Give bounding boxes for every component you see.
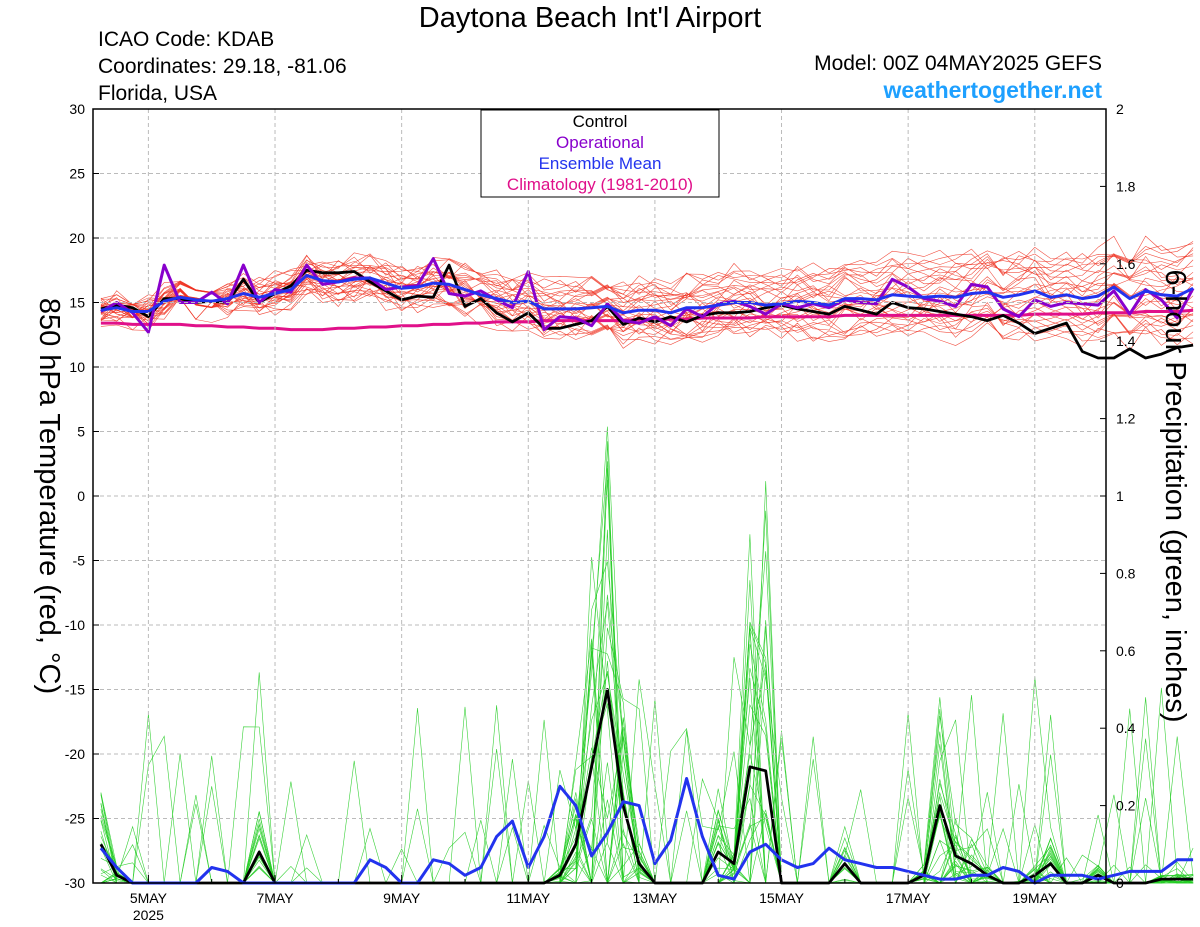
y-tick-label: 30 <box>69 101 85 117</box>
y2-tick-label: 1.2 <box>1116 411 1136 427</box>
y2-tick-label: 0.8 <box>1116 565 1136 581</box>
y-tick-label: -10 <box>65 617 85 633</box>
y-tick-label: 20 <box>69 230 85 246</box>
y-tick-label: -25 <box>65 811 85 827</box>
x-tick-sublabel: 2025 <box>133 907 164 923</box>
temp-member-line <box>100 235 1194 310</box>
temp-member-line <box>100 248 1194 306</box>
y-tick-label: -15 <box>65 682 85 698</box>
temp-ensemble-mean-line <box>100 273 1194 315</box>
precip-member-line <box>100 468 1194 884</box>
temp-member-line <box>100 264 1194 317</box>
plot-frame <box>92 108 1107 884</box>
temp-member-line <box>100 262 1194 319</box>
site-link[interactable]: weathertogether.net <box>883 77 1102 103</box>
chart-title: Daytona Beach Int'l Airport <box>418 2 762 34</box>
precip-member-line <box>100 441 1194 884</box>
region: Florida, USA <box>98 82 218 105</box>
precip-member-line <box>100 699 1194 884</box>
coordinates: Coordinates: 29.18, -81.06 <box>98 55 347 78</box>
y2-tick-label: 2 <box>1116 101 1124 117</box>
ensemble-members <box>100 235 1194 885</box>
x-tick-label: 13MAY <box>632 890 678 906</box>
x-tick-label: 9MAY <box>383 890 421 906</box>
y-tick-label: -5 <box>73 553 86 569</box>
precip-member-line <box>100 510 1194 884</box>
legend-entry: Control <box>573 112 628 131</box>
legend-entry: Operational <box>556 133 644 152</box>
precip-member-line <box>100 660 1194 884</box>
x-tick-label: 19MAY <box>1012 890 1058 906</box>
icao-code: ICAO Code: KDAB <box>98 28 275 51</box>
temp-member-line <box>100 271 1194 318</box>
y2-tick-label: 0.4 <box>1116 720 1136 736</box>
y2-tick-label: 0 <box>1116 875 1124 891</box>
x-tick-label: 15MAY <box>759 890 805 906</box>
model-run: Model: 00Z 04MAY2025 GEFS <box>814 52 1102 75</box>
x-tick-label: 7MAY <box>256 890 294 906</box>
precip-member-line <box>100 426 1194 884</box>
y-tick-label: 5 <box>77 424 85 440</box>
axes: 302520151050-5-10-15-20-25-3021.81.61.41… <box>33 101 1191 923</box>
y2-tick-label: 1.8 <box>1116 178 1136 194</box>
y-tick-label: -20 <box>65 746 85 762</box>
x-tick-label: 17MAY <box>886 890 932 906</box>
y2-tick-label: 1 <box>1116 488 1124 504</box>
y-tick-label: -30 <box>65 875 85 891</box>
y-tick-label: 25 <box>69 166 85 182</box>
y2-tick-label: 0.6 <box>1116 643 1136 659</box>
y-tick-label: 15 <box>69 295 85 311</box>
legend-entry: Climatology (1981-2010) <box>507 175 693 194</box>
y2-tick-label: 1.4 <box>1116 333 1136 349</box>
precip-member-line <box>100 461 1194 884</box>
precip-member-line <box>100 642 1194 884</box>
y-axis-label: 850 hPa Temperature (red, °C) <box>33 298 65 694</box>
x-tick-label: 11MAY <box>506 890 550 906</box>
precip-member-line <box>100 479 1194 884</box>
x-tick-label: 5MAY <box>130 890 168 906</box>
y-tick-label: 10 <box>69 359 85 375</box>
y-tick-label: 0 <box>77 488 85 504</box>
y2-tick-label: 0.2 <box>1116 798 1136 814</box>
legend: Control Operational Ensemble Mean Climatolo… <box>480 109 720 198</box>
legend-box <box>480 109 720 198</box>
legend-entry: Ensemble Mean <box>539 154 662 173</box>
y2-axis-label: 6-hour Precipitation (green, inches) <box>1159 270 1191 723</box>
y2-tick-label: 1.6 <box>1116 256 1136 272</box>
